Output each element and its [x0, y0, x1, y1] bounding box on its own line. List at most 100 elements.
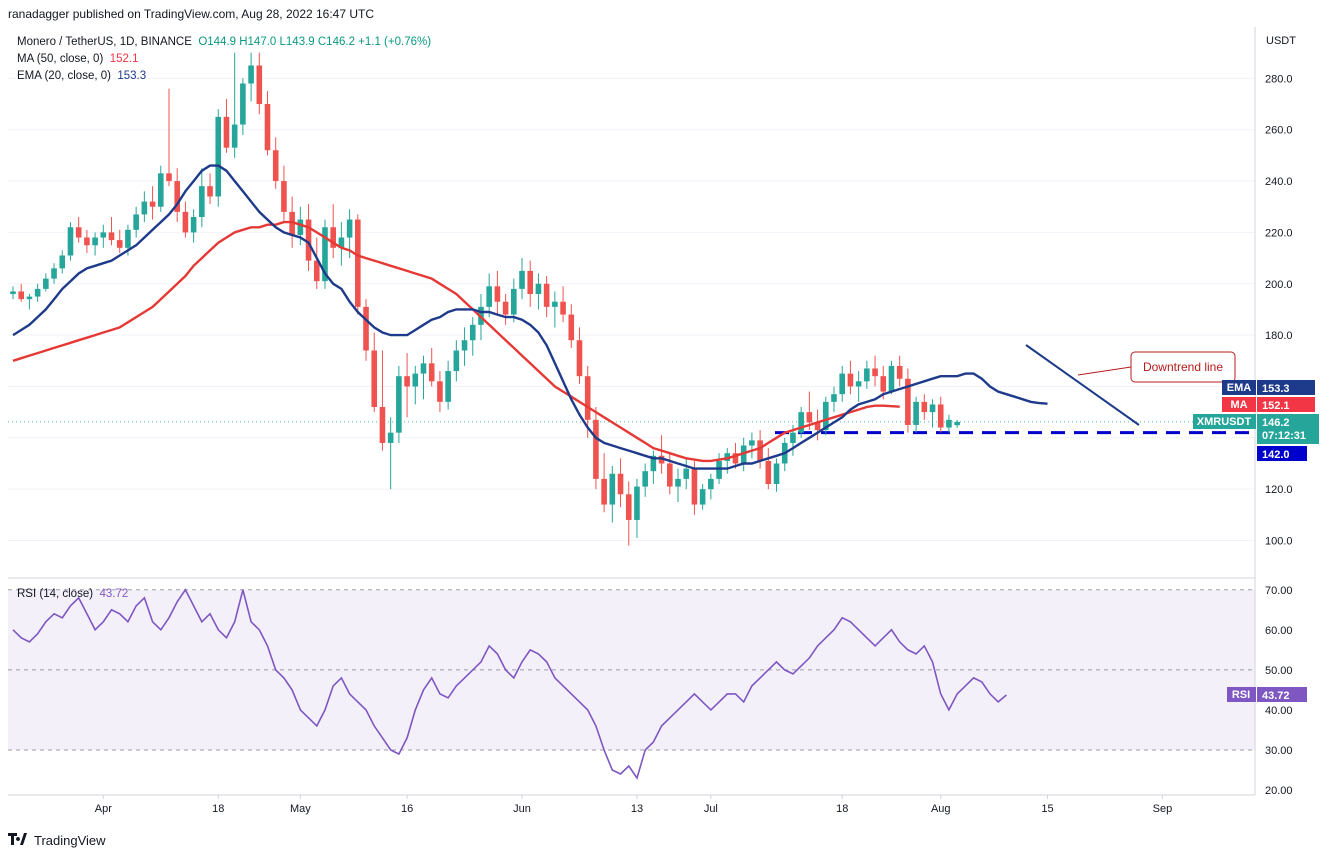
- candle-body: [757, 440, 763, 461]
- candle-body: [437, 381, 443, 402]
- support-price-tag-bg: [1257, 446, 1307, 461]
- time-tick-label: Sep: [1153, 803, 1173, 815]
- candle-body: [26, 296, 33, 300]
- candle-body: [486, 286, 492, 307]
- legend-symbol: Monero / TetherUS, 1D, BINANCE O144.9 H1…: [17, 36, 431, 48]
- candle: [84, 229, 90, 253]
- price-axis-unit: USDT: [1266, 35, 1296, 47]
- candle-body: [765, 460, 772, 485]
- candle: [272, 137, 279, 189]
- symbol-price-tag: 146.207:12:31: [1257, 414, 1319, 444]
- candle-body: [691, 468, 698, 505]
- candle: [51, 263, 57, 284]
- candle-body: [822, 401, 829, 431]
- candle-body: [10, 291, 16, 295]
- candle-body: [100, 232, 107, 238]
- candle-body: [872, 368, 878, 377]
- ema-value-tag: 153.3: [1257, 380, 1315, 395]
- time-tick-label: May: [290, 803, 311, 815]
- candle-body: [552, 301, 558, 307]
- candle-body: [272, 150, 279, 182]
- ma-value-tag-text: 152.1: [1262, 400, 1290, 412]
- candle: [675, 468, 681, 502]
- candle-body: [617, 473, 624, 495]
- candle-body: [231, 124, 238, 148]
- rsi-line: [12, 588, 1007, 780]
- candle: [461, 327, 468, 366]
- candle: [26, 294, 33, 310]
- candle: [330, 204, 336, 259]
- candle-body: [428, 363, 435, 382]
- candle-body: [609, 473, 616, 505]
- legend-ohlc: O144.9 H147.0 L143.9 C146.2 +1.1 (+0.76%…: [198, 36, 432, 48]
- candle-body: [157, 173, 164, 207]
- candle: [560, 286, 566, 323]
- rsi-value-tag-bg: [1257, 687, 1307, 702]
- legend-ma-value: 152.1: [109, 53, 139, 65]
- candle: [855, 371, 862, 402]
- price-tick-label: 200.0: [1265, 279, 1293, 291]
- price-tick-label: 280.0: [1265, 73, 1293, 85]
- candle-body: [108, 232, 115, 241]
- candle-body: [248, 65, 254, 84]
- rsi-tick-label: 70.00: [1265, 585, 1293, 597]
- candle: [43, 273, 49, 292]
- candle-body: [313, 260, 320, 282]
- candle: [231, 52, 238, 158]
- ema-20-line: [12, 164, 1048, 470]
- candle-body: [740, 445, 747, 464]
- candle: [806, 391, 813, 431]
- candle-body: [650, 455, 657, 472]
- candle-body: [215, 116, 222, 197]
- candle: [749, 432, 755, 459]
- candle: [322, 219, 328, 289]
- rsi-legend-value: 43.72: [99, 588, 129, 600]
- candle-body: [125, 229, 131, 248]
- candle-body: [43, 278, 49, 289]
- candle-body: [141, 201, 148, 215]
- candle-body: [92, 237, 98, 246]
- candle: [888, 360, 895, 395]
- candle: [519, 258, 525, 300]
- tradingview-logo-icon: [8, 832, 30, 848]
- candle-body: [84, 237, 90, 246]
- candle-body: [133, 214, 139, 230]
- candle: [428, 347, 435, 387]
- time-tick-label: Aug: [931, 803, 951, 815]
- candle-body: [355, 219, 361, 307]
- candle: [371, 332, 378, 413]
- candle-body: [116, 240, 123, 248]
- candle: [248, 52, 254, 102]
- rsi-tick-label: 20.00: [1265, 785, 1293, 797]
- candle: [798, 406, 804, 438]
- legend-ma-label: MA (50, close, 0): [17, 53, 104, 65]
- candle-body: [929, 404, 936, 413]
- rsi-tick-label: 40.00: [1265, 705, 1293, 717]
- price-tick-label: 120.0: [1265, 484, 1293, 496]
- candle: [740, 437, 747, 472]
- candle: [215, 109, 222, 207]
- candle: [511, 278, 517, 323]
- candle: [921, 394, 928, 420]
- price-tick-label: 100.0: [1265, 536, 1293, 548]
- candle: [658, 435, 665, 474]
- ema-value-tag-bg: [1257, 380, 1315, 395]
- candle: [568, 304, 575, 348]
- footer: TradingView: [8, 832, 106, 848]
- candle: [814, 409, 821, 441]
- candle: [527, 260, 534, 307]
- candle-body: [404, 376, 410, 387]
- candle-body: [601, 478, 607, 505]
- candle-body: [18, 291, 25, 300]
- rsi-legend: RSI (14, close) 43.72: [17, 588, 128, 600]
- price-tick-label: 240.0: [1265, 176, 1293, 188]
- candle: [937, 396, 944, 433]
- candle: [157, 165, 164, 212]
- candle: [133, 206, 139, 238]
- candle: [708, 473, 714, 500]
- candle: [305, 204, 312, 271]
- symbol-price-tag-bg: [1257, 414, 1319, 444]
- candle: [199, 168, 205, 228]
- candle: [100, 224, 107, 248]
